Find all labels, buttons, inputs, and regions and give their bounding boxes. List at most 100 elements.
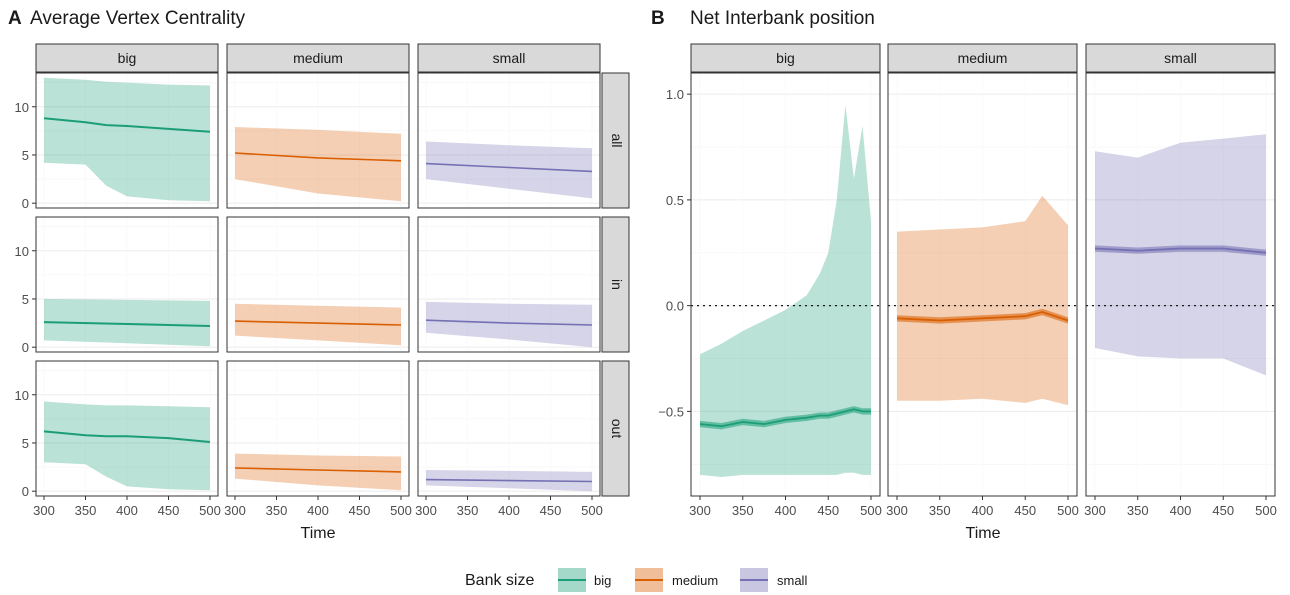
panel-b-x-tick-label: 500 (1255, 503, 1277, 518)
panel-a-tag: A (8, 8, 22, 29)
panel-b-x-tick-label: 300 (886, 503, 908, 518)
panel-a-row-strip (601, 216, 630, 353)
legend: Bank size big medium small (465, 568, 807, 592)
panel-a-row-strip-label: all (609, 133, 625, 147)
panel-a-mean-line-in-medium (234, 320, 402, 326)
panel-a-y-tick-label: 5 (22, 292, 29, 307)
panel-a-x-tick-label: 300 (33, 503, 55, 518)
panel-a-y-tick-label: 5 (22, 436, 29, 451)
panel-a-x-tick-label: 350 (457, 503, 479, 518)
panel-a-plot-border (417, 72, 601, 209)
panel-b-x-tick-label: 400 (972, 503, 994, 518)
panel-a-x-tick-label: 500 (581, 503, 603, 518)
panel-a-plot-border (226, 72, 410, 209)
panel-a-y-tick-label: 10 (15, 100, 29, 115)
panel-a-band-all-big (44, 77, 210, 202)
panel-a-mean-line-all-medium (234, 152, 402, 162)
panel-b-band-medium (897, 195, 1068, 406)
panel-a-col-strip-label: medium (293, 50, 343, 66)
panel-a-plot-border (417, 216, 601, 353)
panel-a-band-in-big (44, 299, 210, 347)
panel-b-x-tick-label: 500 (860, 503, 882, 518)
panel-a-mean-line-in-big (43, 321, 211, 327)
panel-a-band-out-medium (235, 453, 401, 491)
panel-a-band-all-small (426, 141, 592, 199)
panel-b-col-strip (887, 43, 1078, 73)
panel-b-x-tick-label: 450 (1212, 503, 1234, 518)
panel-b-mean-line-big (699, 408, 871, 428)
panel-b-y-tick-label: −0.5 (658, 404, 684, 419)
panel-a-x-tick-label: 400 (307, 503, 329, 518)
panel-b-x-axis-label: Time (966, 525, 1001, 542)
panel-a-x-tick-label: 300 (224, 503, 246, 518)
panel-a-title: Average Vertex Centrality (30, 8, 246, 29)
panel-a-row-strip-label: out (609, 419, 625, 439)
panel-b-x-tick-label: 350 (732, 503, 754, 518)
panel-b-col-strip-label: medium (958, 50, 1008, 66)
panel-a-x-tick-label: 400 (116, 503, 138, 518)
panel-a-y-tick-label: 10 (15, 388, 29, 403)
panel-a-col-strip (417, 43, 601, 73)
panel-a-x-tick-label: 450 (349, 503, 371, 518)
legend-label-medium: medium (672, 573, 718, 588)
panel-a-y-tick-label: 0 (22, 196, 29, 211)
panel-a-mean-line-all-big (43, 117, 211, 133)
panel-b-tag: B (651, 8, 665, 29)
panel-a-col-strip (226, 43, 410, 73)
panel-a-x-tick-label: 450 (158, 503, 180, 518)
panel-b-col-strip-label: small (1164, 50, 1197, 66)
panel-b-col-strip (1085, 43, 1276, 73)
panel-b-col-strip-label: big (776, 50, 795, 66)
legend-title: Bank size (465, 572, 534, 589)
panel-b-band-small (1095, 134, 1266, 376)
panel-a-mean-line-out-big (43, 430, 211, 443)
panel-a-x-tick-label: 300 (415, 503, 437, 518)
panel-a-plot-border (35, 72, 219, 209)
panel-a-band-in-small (426, 301, 592, 348)
panel-a-row-strip (601, 72, 630, 209)
panel-a-mean-line-out-medium (234, 467, 402, 473)
panel-a-x-tick-label: 350 (266, 503, 288, 518)
panel-a-y-tick-label: 10 (15, 244, 29, 259)
panel-b-x-tick-label: 300 (689, 503, 711, 518)
panel-a-plot-border (226, 216, 410, 353)
panel-a-mean-line-all-small (425, 162, 593, 173)
panel-b-x-tick-label: 400 (775, 503, 797, 518)
panel-a-band-all-medium (235, 127, 401, 202)
panel-a-y-tick-label: 5 (22, 148, 29, 163)
panel-b-x-tick-label: 500 (1057, 503, 1079, 518)
panel-a-plot-border (35, 216, 219, 353)
panel-a-x-tick-label: 350 (75, 503, 97, 518)
legend-label-big: big (594, 573, 611, 588)
panel-a-band-in-medium (235, 303, 401, 346)
panel-a-x-tick-label: 500 (390, 503, 412, 518)
panel-b-x-tick-label: 300 (1084, 503, 1106, 518)
panel-b-mean-line-medium (896, 311, 1069, 322)
panel-a-y-tick-label: 0 (22, 484, 29, 499)
panel-a-col-strip-label: big (118, 50, 137, 66)
panel-a-band-out-big (44, 401, 210, 491)
panel-a-x-axis-label: Time (301, 525, 336, 542)
panel-b-y-tick-label: 0.5 (666, 193, 684, 208)
panel-b-x-tick-label: 400 (1170, 503, 1192, 518)
panel-b-band-big (700, 104, 871, 477)
panel-a-mean-line-out-small (425, 478, 593, 483)
panel-b-y-tick-label: 1.0 (666, 87, 684, 102)
panel-b-x-tick-label: 450 (817, 503, 839, 518)
panel-a-col-strip-label: small (493, 50, 526, 66)
panel-a-col-strip (35, 43, 219, 73)
legend-label-small: small (777, 573, 807, 588)
panel-a-mean-line-in-small (425, 319, 593, 326)
panel-a-x-tick-label: 400 (498, 503, 520, 518)
panel-a-y-tick-label: 0 (22, 340, 29, 355)
panel-a-row-strip (601, 360, 630, 497)
panel-b-x-tick-label: 350 (929, 503, 951, 518)
panel-a-x-tick-label: 450 (540, 503, 562, 518)
panel-b-mean-ci-big (700, 406, 871, 430)
panel-b-title: Net Interbank position (690, 8, 875, 29)
panel-b-mean-line-small (1094, 247, 1267, 254)
panel-b-col-strip (690, 43, 881, 73)
panel-b-y-tick-label: 0.0 (666, 299, 684, 314)
panel-b-x-tick-label: 350 (1127, 503, 1149, 518)
